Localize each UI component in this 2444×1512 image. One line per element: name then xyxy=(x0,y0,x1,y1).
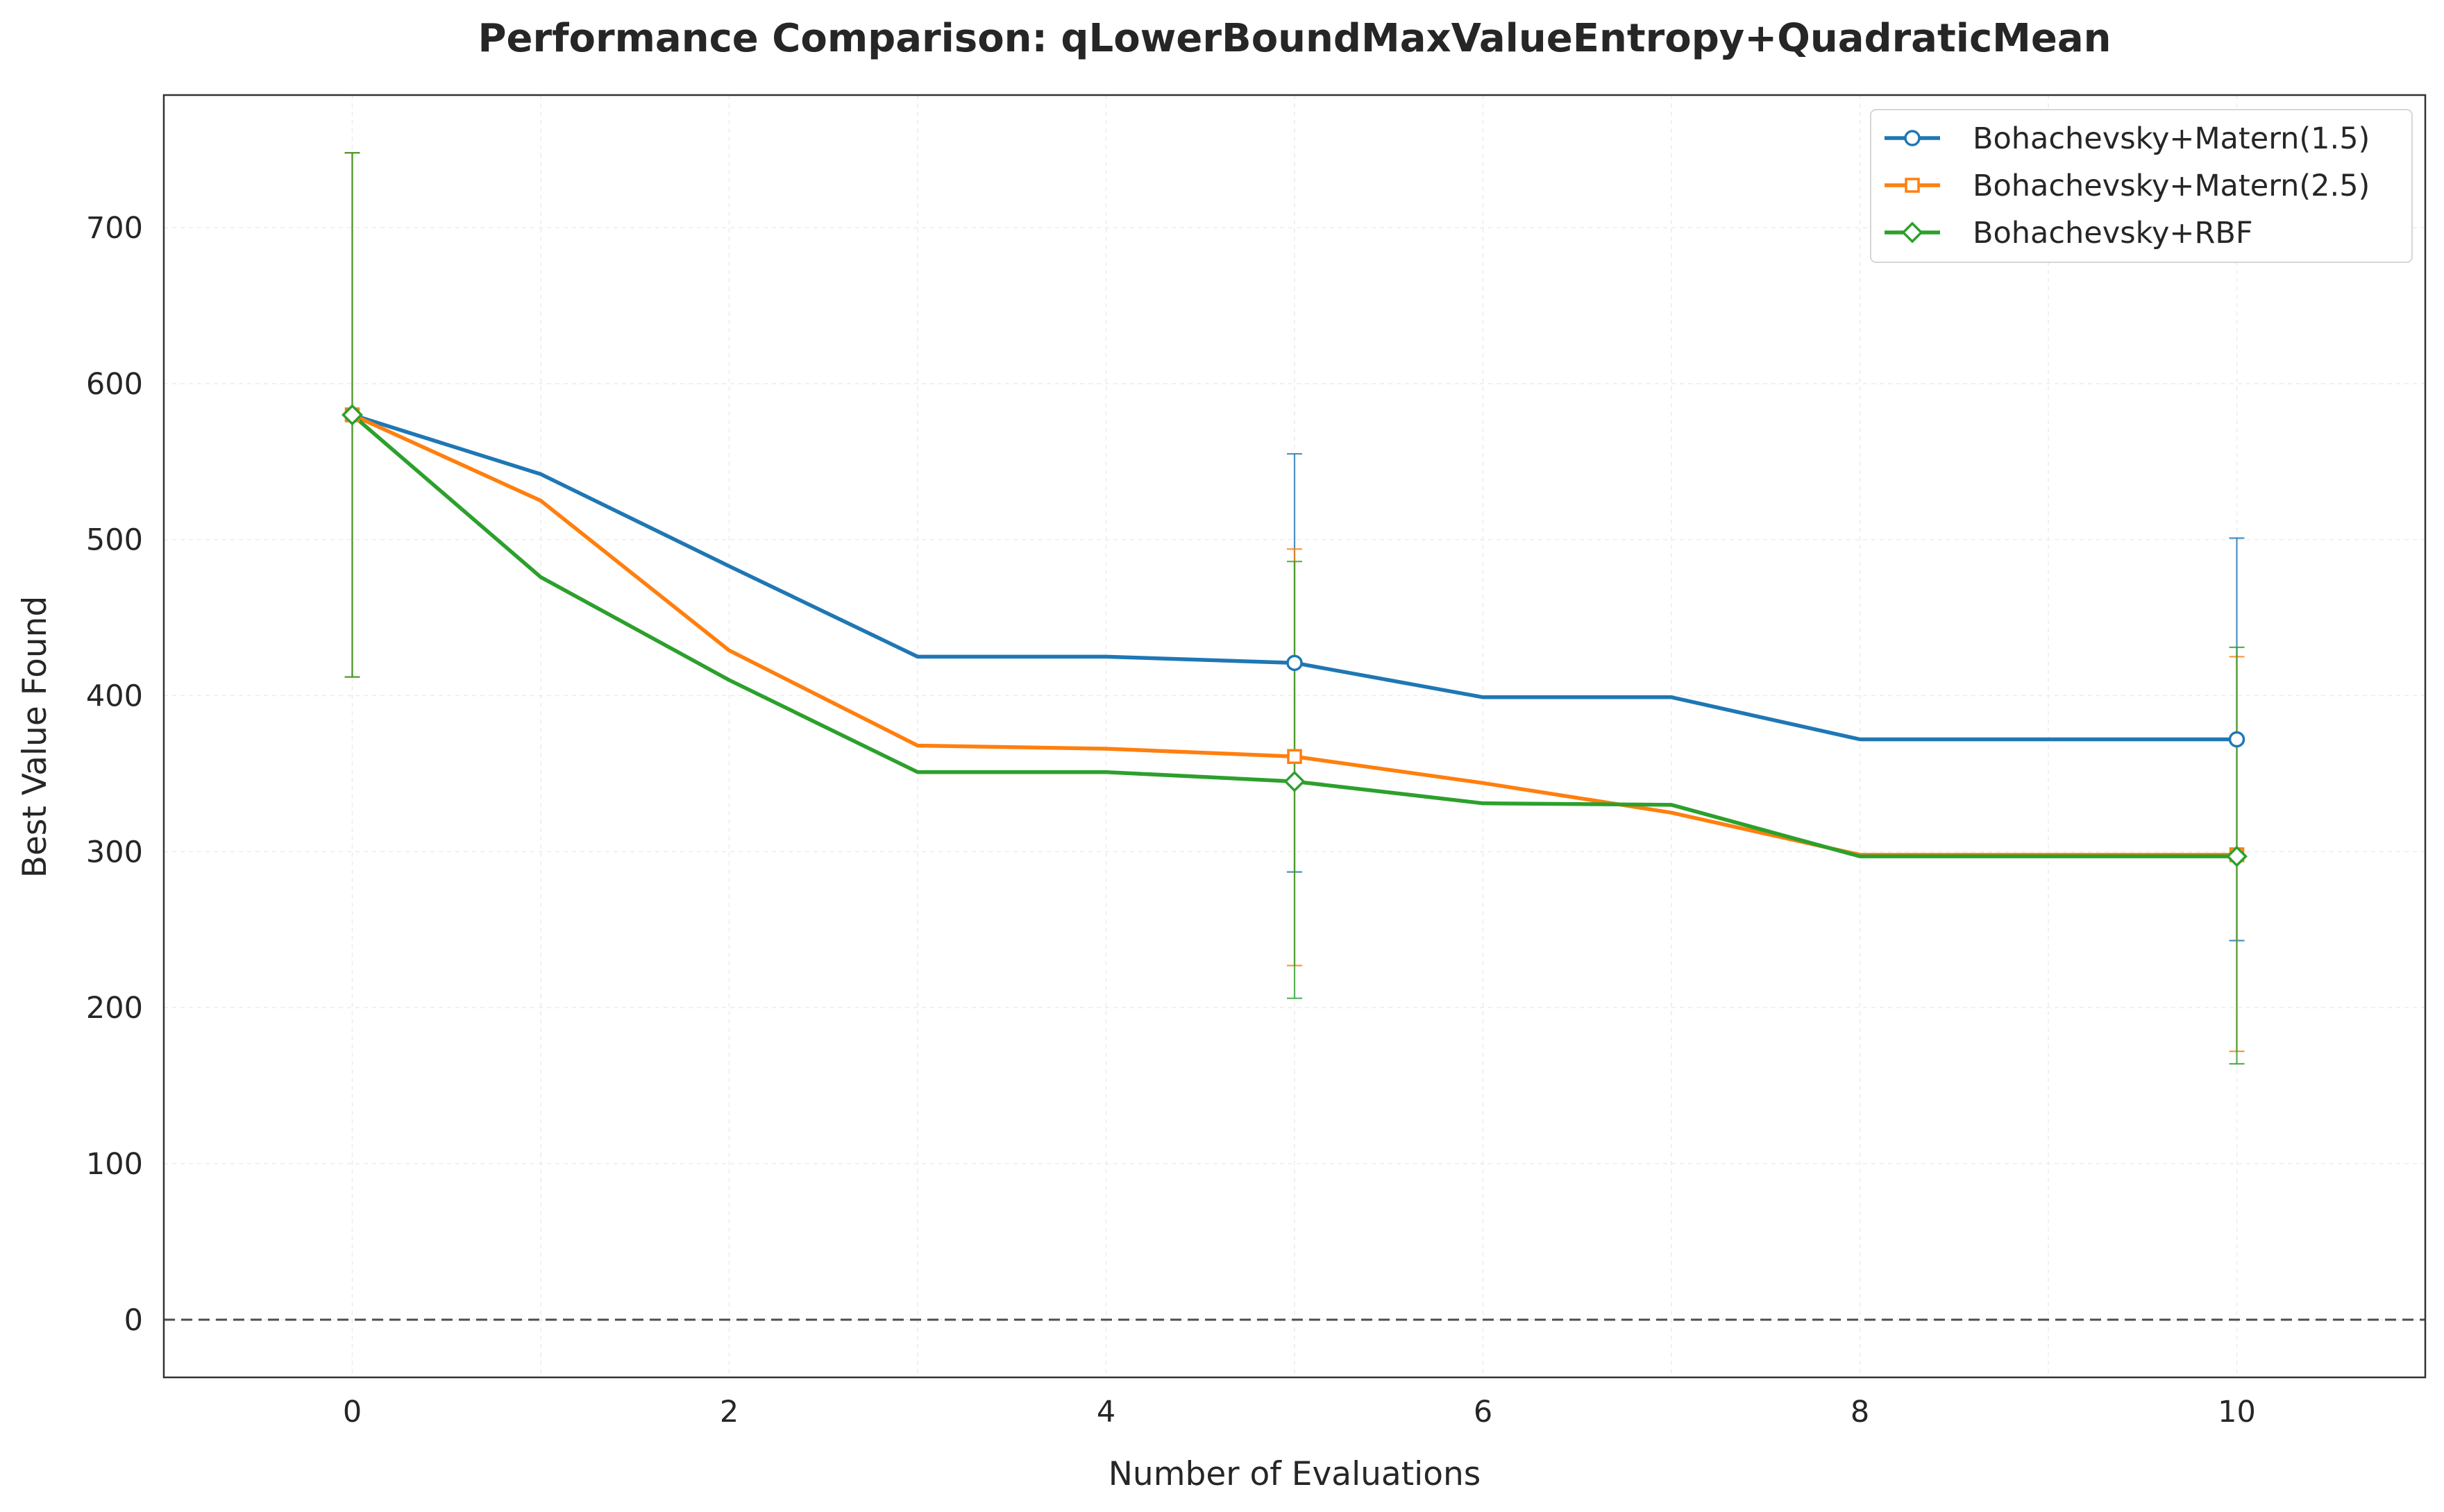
y-tick-label: 300 xyxy=(86,835,143,869)
legend-entry-1: Bohachevsky+Matern(2.5) xyxy=(1885,169,2370,203)
x-tick-label: 8 xyxy=(1851,1395,1869,1429)
x-axis-label: Number of Evaluations xyxy=(1109,1455,1481,1493)
x-tick-label: 0 xyxy=(343,1395,362,1429)
y-axis-ticks: 0 100 200 300 400 500 600 700 xyxy=(86,211,143,1338)
legend-label: Bohachevsky+Matern(1.5) xyxy=(1973,121,2370,156)
legend-entry-0: Bohachevsky+Matern(1.5) xyxy=(1885,121,2370,156)
legend-marker xyxy=(1901,221,1923,244)
y-tick-label: 0 xyxy=(124,1303,143,1338)
x-tick-label: 10 xyxy=(2218,1395,2256,1429)
chart-title: Performance Comparison: qLowerBoundMaxVa… xyxy=(478,16,2111,61)
legend-label: Bohachevsky+RBF xyxy=(1973,216,2253,250)
legend-box xyxy=(1870,109,2413,263)
x-axis-ticks: 0 2 4 6 8 10 xyxy=(343,1395,2256,1429)
data-point-2 xyxy=(342,404,363,426)
y-tick-label: 700 xyxy=(86,211,143,246)
legend-entry-2: Bohachevsky+RBF xyxy=(1885,216,2253,250)
x-tick-label: 4 xyxy=(1097,1395,1115,1429)
legend-marker xyxy=(1905,178,1920,193)
y-tick-label: 200 xyxy=(86,991,143,1026)
x-tick-label: 2 xyxy=(720,1395,739,1429)
y-tick-label: 500 xyxy=(86,523,143,558)
data-point-0 xyxy=(2228,731,2245,748)
y-tick-label: 100 xyxy=(86,1147,143,1182)
legend-marker xyxy=(1904,130,1921,146)
data-point-0 xyxy=(1286,654,1303,672)
data-point-2 xyxy=(2226,845,2248,867)
legend: Bohachevsky+Matern(1.5) Bohachevsky+Mater… xyxy=(1870,109,2413,263)
y-axis-label: Best Value Found xyxy=(16,596,54,878)
data-point-2 xyxy=(1283,770,1306,792)
legend-label: Bohachevsky+Matern(2.5) xyxy=(1973,169,2370,203)
y-tick-label: 600 xyxy=(86,367,143,402)
data-point-1 xyxy=(1287,749,1302,764)
plot-frame xyxy=(162,94,2427,1379)
series-markers xyxy=(342,404,2248,867)
y-tick-label: 400 xyxy=(86,679,143,714)
x-tick-label: 6 xyxy=(1474,1395,1492,1429)
